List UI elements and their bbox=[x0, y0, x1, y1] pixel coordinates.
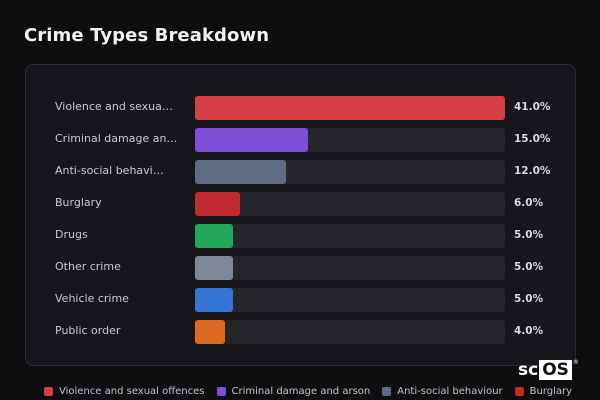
bar-track bbox=[195, 256, 505, 280]
bar-category-label: Criminal damage an… bbox=[55, 132, 178, 145]
legend-item: Criminal damage and arson bbox=[216, 386, 371, 397]
bar bbox=[195, 128, 309, 152]
chart-panel: Violence and sexua… 41.0% Criminal damage … bbox=[25, 64, 576, 366]
bar-value-label: 5.0% bbox=[514, 261, 544, 273]
bar-value-label: 6.0% bbox=[514, 197, 544, 209]
bar-category-label: Violence and sexua… bbox=[55, 100, 173, 113]
bar-row: Anti-social behavi… 12.0% bbox=[26, 160, 575, 184]
legend-swatch bbox=[44, 387, 53, 396]
bar-row: Other crime 5.0% bbox=[26, 256, 575, 280]
bar-category-label: Public order bbox=[55, 324, 121, 337]
logo-sc-text: sc bbox=[518, 360, 539, 380]
bar-track bbox=[195, 128, 505, 152]
bar bbox=[195, 192, 241, 216]
bar-value-label: 5.0% bbox=[514, 229, 544, 241]
chart-title: Crime Types Breakdown bbox=[24, 25, 270, 46]
bar-value-label: 41.0% bbox=[514, 101, 551, 113]
bar-row: Drugs 5.0% bbox=[26, 224, 575, 248]
scos-logo: sc OS ® bbox=[518, 360, 579, 380]
bar-track bbox=[195, 160, 505, 184]
legend-item: Burglary bbox=[514, 386, 573, 397]
legend-swatch bbox=[514, 387, 524, 396]
bar-value-label: 4.0% bbox=[514, 325, 544, 337]
bar-track bbox=[195, 224, 505, 248]
logo-os-text: OS bbox=[539, 360, 572, 380]
bar bbox=[195, 224, 233, 248]
bar-value-label: 12.0% bbox=[514, 165, 551, 177]
legend-swatch bbox=[382, 387, 392, 396]
legend-swatch bbox=[216, 387, 226, 396]
bar-track bbox=[195, 96, 505, 120]
bar bbox=[195, 320, 226, 344]
bar-track bbox=[195, 192, 505, 216]
bar-row: Criminal damage an… 15.0% bbox=[26, 128, 575, 152]
bar-row: Public order 4.0% bbox=[26, 320, 575, 344]
bar bbox=[195, 96, 505, 120]
legend-item: Violence and sexual offences bbox=[44, 386, 205, 397]
bar-value-label: 15.0% bbox=[514, 133, 551, 145]
bar-category-label: Burglary bbox=[55, 196, 102, 209]
bar bbox=[195, 160, 286, 184]
legend-label: Anti-social behaviour bbox=[397, 386, 503, 397]
bar bbox=[195, 256, 233, 280]
chart-legend: Violence and sexual offences Criminal dam… bbox=[44, 386, 584, 397]
bar-row: Vehicle crime 5.0% bbox=[26, 288, 575, 312]
bar-value-label: 5.0% bbox=[514, 293, 544, 305]
legend-item: Anti-social behaviour bbox=[382, 386, 503, 397]
legend-label: Violence and sexual offences bbox=[59, 386, 205, 397]
legend-label: Criminal damage and arson bbox=[231, 386, 371, 397]
logo-registered-mark: ® bbox=[572, 359, 579, 366]
bar-category-label: Vehicle crime bbox=[55, 292, 129, 305]
bar bbox=[195, 288, 233, 312]
bar-track bbox=[195, 288, 505, 312]
bar-category-label: Anti-social behavi… bbox=[55, 164, 164, 177]
legend-label: Burglary bbox=[529, 386, 573, 397]
bar-category-label: Other crime bbox=[55, 260, 121, 273]
bar-row: Burglary 6.0% bbox=[26, 192, 575, 216]
bar-track bbox=[195, 320, 505, 344]
bar-category-label: Drugs bbox=[55, 228, 88, 241]
bar-row: Violence and sexua… 41.0% bbox=[26, 96, 575, 120]
